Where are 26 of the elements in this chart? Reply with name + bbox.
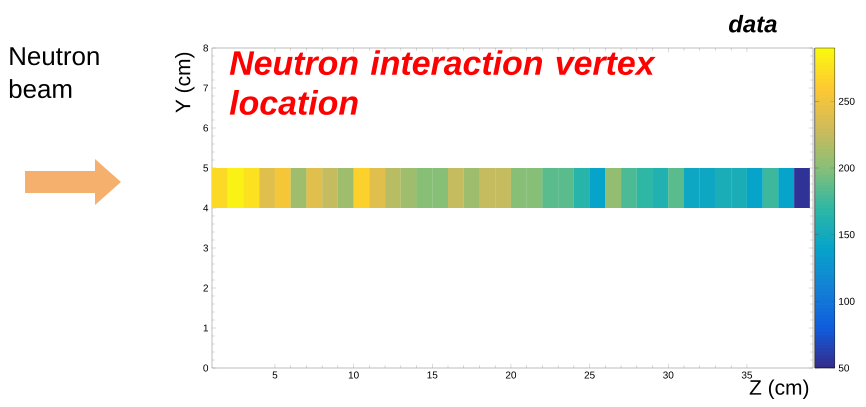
y-tick-label: 7 xyxy=(203,84,208,92)
x-tick-label: 25 xyxy=(584,372,595,379)
x-tick-label: 30 xyxy=(663,372,674,379)
color-bar-label: 250 xyxy=(838,98,855,105)
x-tick-label: 15 xyxy=(427,372,438,378)
x-tick-label: 35 xyxy=(742,372,752,379)
y-tick-label: 0 xyxy=(203,364,208,372)
chart-title: data xyxy=(729,14,777,33)
x-axis-title: Z (cm) xyxy=(750,380,808,400)
y-tick-label: 1 xyxy=(204,324,208,332)
color-bar-label: 50 xyxy=(838,364,850,372)
y-tick-label: 3 xyxy=(203,244,208,252)
x-tick-label: 10 xyxy=(348,372,359,379)
text: Neutron beam xyxy=(10,47,99,98)
x-tick-label: 20 xyxy=(506,372,516,379)
color-bar-label: 100 xyxy=(839,298,855,305)
y-tick-label: 2 xyxy=(203,284,208,292)
y-axis-title: Y (cm) xyxy=(174,52,194,113)
annotation: Neutron interaction vertex location xyxy=(230,50,656,115)
x-tick-label: 5 xyxy=(272,372,278,378)
y-tick-label: 8 xyxy=(203,44,208,52)
color-bar-label: 200 xyxy=(838,164,855,172)
color-bar-label: 150 xyxy=(839,231,855,238)
y-tick-label: 6 xyxy=(203,124,208,132)
y-tick-label: 5 xyxy=(203,164,208,172)
y-tick-label: 4 xyxy=(203,204,208,212)
